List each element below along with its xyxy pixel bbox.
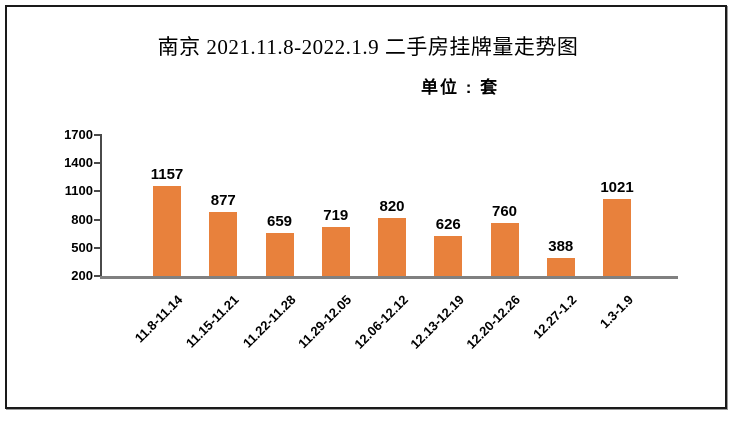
bar-value-label: 877 — [210, 192, 236, 210]
bar-value-label: 626 — [435, 215, 461, 233]
x-axis-label: 11.8-11.14 — [132, 292, 186, 346]
bar — [603, 198, 631, 276]
bar — [265, 232, 294, 276]
y-tick-label: 500 — [71, 239, 93, 255]
y-tick-mark — [94, 246, 100, 249]
x-axis-label: 12.06-12.12 — [350, 292, 411, 352]
bar — [490, 223, 519, 276]
bar — [378, 217, 406, 276]
y-tick-mark — [94, 275, 100, 277]
y-tick-label: 800 — [71, 211, 93, 227]
bar-value-label: 659 — [266, 212, 293, 230]
y-tick-label: 1400 — [64, 155, 93, 171]
x-axis-label: 11.22-11.28 — [239, 292, 299, 351]
y-tick-mark — [94, 134, 100, 136]
x-axis-label: 11.15-11.21 — [183, 292, 242, 351]
unit-label: 单位 : 套 — [421, 78, 500, 97]
bar-value-label: 1021 — [600, 178, 634, 196]
x-axis-label: 12.27-1.2 — [529, 292, 580, 342]
y-tick-label: 1700 — [64, 127, 93, 142]
x-axis-label: 11.29-12.05 — [295, 292, 355, 352]
x-axis-label: 12.20-12.26 — [463, 292, 524, 352]
chart-title: 南京 2021.11.8-2022.1.9 二手房挂牌量走势图 — [157, 35, 579, 59]
bar-value-label: 388 — [548, 238, 574, 256]
bar — [321, 227, 350, 276]
bar-value-label: 820 — [379, 197, 405, 215]
x-axis-baseline — [100, 276, 678, 279]
y-tick-mark — [94, 162, 100, 165]
bar-value-label: 760 — [491, 203, 518, 221]
y-axis-line — [100, 134, 102, 278]
bar — [153, 186, 181, 276]
bar — [209, 212, 238, 276]
bar-value-label: 1157 — [150, 166, 184, 184]
x-axis-label: 12.13-12.19 — [407, 292, 467, 352]
bar — [546, 258, 575, 276]
y-tick-mark — [94, 218, 100, 221]
x-axis-label: 1.3-1.9 — [596, 292, 636, 332]
y-tick-label: 200 — [71, 268, 93, 283]
y-tick-label: 1100 — [64, 183, 93, 199]
bar — [434, 235, 463, 276]
y-tick-mark — [94, 190, 100, 193]
bar-value-label: 719 — [323, 207, 349, 225]
